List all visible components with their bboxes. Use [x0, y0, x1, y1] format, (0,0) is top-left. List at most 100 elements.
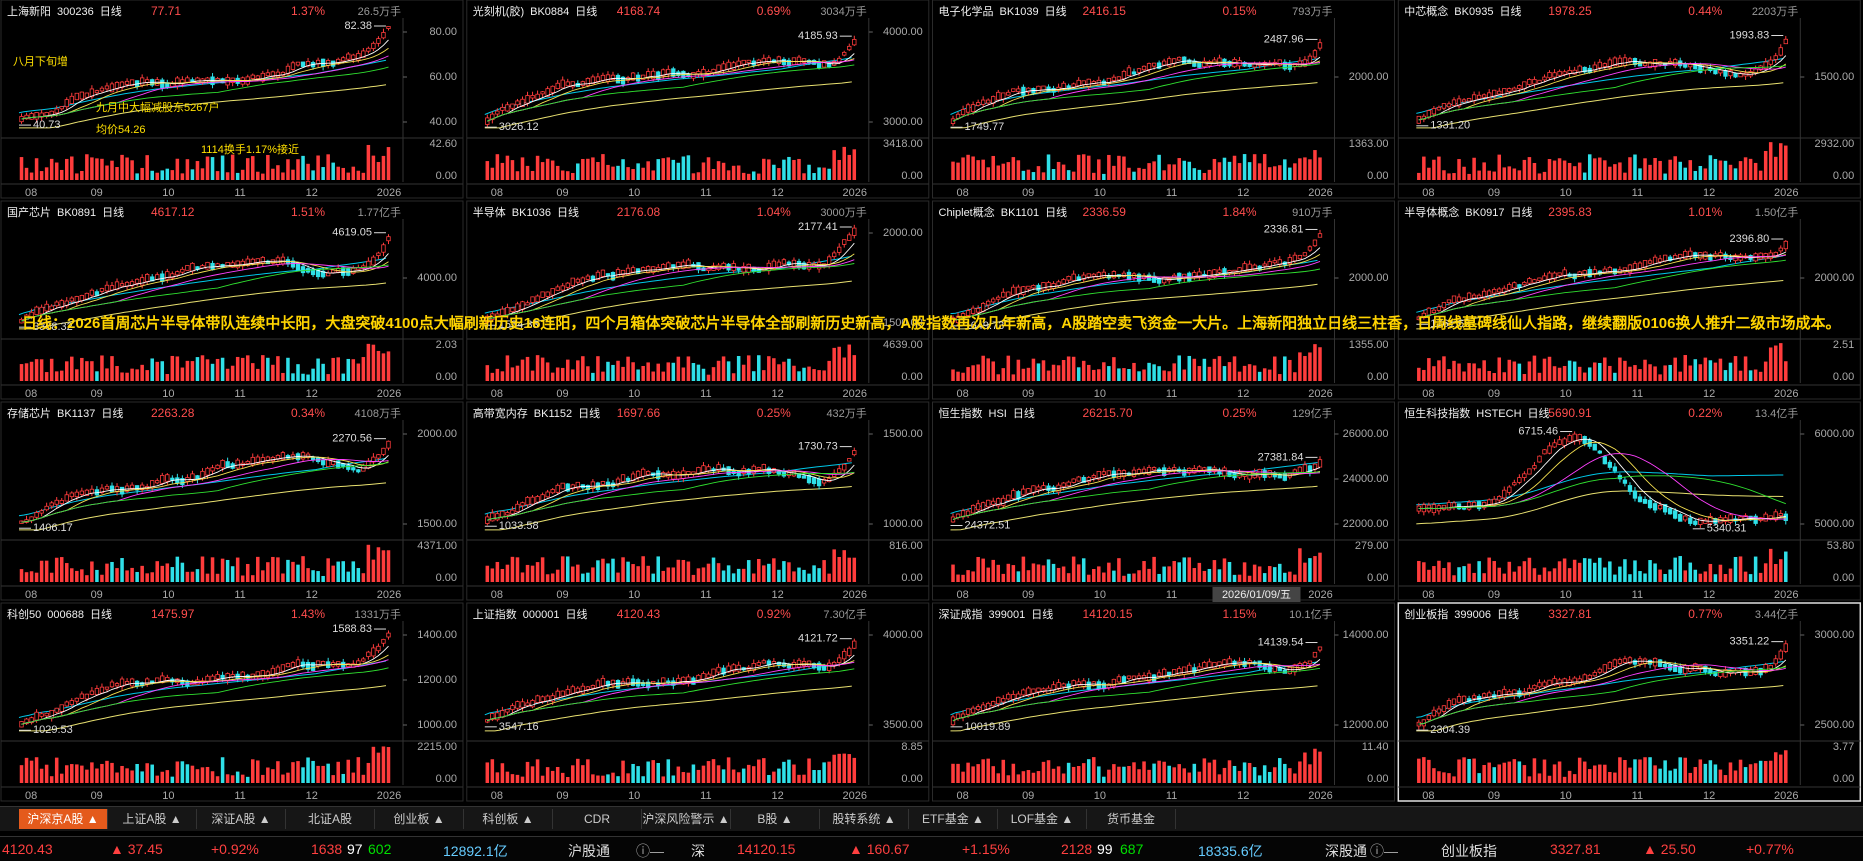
- volume-bar-decor: [1547, 571, 1552, 582]
- x-tick-label: 12: [1703, 187, 1715, 199]
- volume-bar-decor: [225, 559, 230, 582]
- volume-bar-decor: [240, 169, 245, 180]
- ma-line-decor: [1418, 475, 1786, 510]
- tab[interactable]: ETF基金 ▲: [909, 809, 998, 829]
- volume-bar-decor: [1202, 570, 1207, 582]
- volume-bar-decor: [1618, 357, 1622, 381]
- candle-decor: [986, 300, 991, 306]
- volume-bar-decor: [1768, 548, 1773, 582]
- volume-bar-decor: [1648, 164, 1652, 180]
- candle-decor: [104, 485, 110, 490]
- ma-line-decor: [952, 467, 1321, 520]
- candle-decor: [1071, 478, 1076, 483]
- volume-bar-decor: [155, 775, 160, 783]
- volume-bar-decor: [19, 157, 24, 180]
- volume-bar-decor: [215, 776, 220, 783]
- volume-bar-decor: [1011, 157, 1016, 180]
- candle-decor: [1688, 517, 1693, 524]
- volume-bar-decor: [1557, 561, 1562, 582]
- tab[interactable]: LOF基金 ▲: [998, 809, 1087, 829]
- vol-tick-label: 0.00: [901, 572, 922, 584]
- volume-bar-decor: [180, 761, 185, 783]
- tab[interactable]: 股转系统 ▲: [820, 809, 909, 829]
- tab[interactable]: CDR: [553, 809, 642, 829]
- volume-bar-decor: [545, 574, 550, 582]
- volume-bar-decor: [1177, 355, 1181, 381]
- volume-bar-decor: [1497, 357, 1502, 381]
- title-part: BK0917: [1465, 207, 1504, 219]
- tab[interactable]: 沪深京A股 ▲: [19, 809, 108, 829]
- volume-bar-decor: [125, 768, 129, 783]
- candle-decor: [34, 112, 39, 120]
- x-tick-label: 08: [25, 790, 37, 802]
- volume-bar-decor: [1011, 565, 1016, 582]
- low-label: 1406.17: [33, 522, 73, 534]
- volume-bar-decor: [1182, 557, 1187, 582]
- tab[interactable]: 上证A股 ▲: [108, 809, 197, 829]
- volume-bar-decor: [802, 173, 806, 180]
- volume-bar-decor: [731, 165, 736, 180]
- price: 26215.70: [1083, 406, 1133, 420]
- volume-bar-decor: [636, 566, 640, 582]
- volume-bar-decor: [130, 567, 134, 582]
- volume-bar-decor: [1182, 160, 1187, 180]
- candle-decor: [1476, 94, 1482, 100]
- candle-decor: [847, 647, 852, 656]
- candle-decor: [847, 234, 852, 241]
- volume-bar-decor: [291, 762, 295, 783]
- tab[interactable]: 创业板 ▲: [375, 809, 464, 829]
- tab[interactable]: 沪深风险警示 ▲: [642, 809, 731, 829]
- volume-bar-decor: [550, 160, 555, 180]
- volume-bar-decor: [822, 762, 826, 783]
- tab[interactable]: 北证A股: [286, 809, 375, 829]
- volume-bar-decor: [1172, 767, 1176, 783]
- x-tick-label: 2026: [377, 187, 401, 199]
- volume-bar-decor: [996, 564, 1001, 582]
- volume-bar-decor: [726, 757, 731, 783]
- volume-bar-decor: [777, 569, 781, 582]
- volume-bar-decor: [721, 570, 726, 582]
- tab[interactable]: 货币基金: [1087, 809, 1176, 829]
- volume-bar-decor: [1102, 173, 1106, 180]
- candle-decor: [716, 264, 721, 271]
- candle-decor: [1773, 658, 1778, 665]
- candle-decor: [1197, 466, 1202, 472]
- candle-decor: [1507, 690, 1512, 696]
- x-tick-label: 12: [306, 187, 318, 199]
- volume-bar-decor: [1763, 760, 1768, 783]
- candle-decor: [681, 676, 686, 685]
- volume-bar-decor: [1257, 163, 1262, 180]
- volume-bar-decor: [175, 158, 180, 180]
- title-part: 半导体概念: [1404, 205, 1459, 219]
- volume-bar-decor: [321, 363, 325, 381]
- tab[interactable]: 深证A股 ▲: [197, 809, 286, 829]
- volume-bar-decor: [1743, 571, 1748, 582]
- status-item: 12892.1亿: [443, 843, 508, 859]
- volume-bar-decor: [1567, 360, 1572, 381]
- volume-bar-decor: [956, 162, 960, 180]
- volume-bar-decor: [1283, 356, 1287, 381]
- candle-decor: [104, 686, 110, 690]
- x-tick-label: 08: [957, 187, 969, 199]
- volume-bar-decor: [1552, 568, 1557, 582]
- candle-decor: [721, 667, 726, 675]
- x-tick-label: 11: [1166, 187, 1177, 199]
- volume-bar-decor: [1182, 768, 1187, 783]
- volume-bar-decor: [371, 746, 376, 783]
- volume-bar-decor: [1117, 155, 1121, 180]
- tab[interactable]: 科创板 ▲: [464, 809, 553, 829]
- volume-bar-decor: [1026, 367, 1031, 381]
- stock-panel: 电子化学品 BK1039 日线 2416.15 0.15% 793万手2000.00136…: [932, 0, 1395, 199]
- vol-tick-label: 0.00: [436, 773, 457, 785]
- candle-decor: [520, 701, 525, 708]
- volume-bar-decor: [500, 568, 505, 582]
- volume-bar-decor: [571, 369, 575, 381]
- volume-bar-decor: [996, 374, 1001, 381]
- volume-bar-decor: [165, 168, 170, 180]
- tab[interactable]: B股 ▲: [731, 809, 820, 829]
- candle-decor: [1312, 239, 1318, 247]
- volume-bar-decor: [976, 160, 980, 180]
- candle-decor: [1202, 467, 1207, 471]
- volume-bar-decor: [852, 757, 857, 783]
- volume-bar-decor: [1613, 574, 1617, 582]
